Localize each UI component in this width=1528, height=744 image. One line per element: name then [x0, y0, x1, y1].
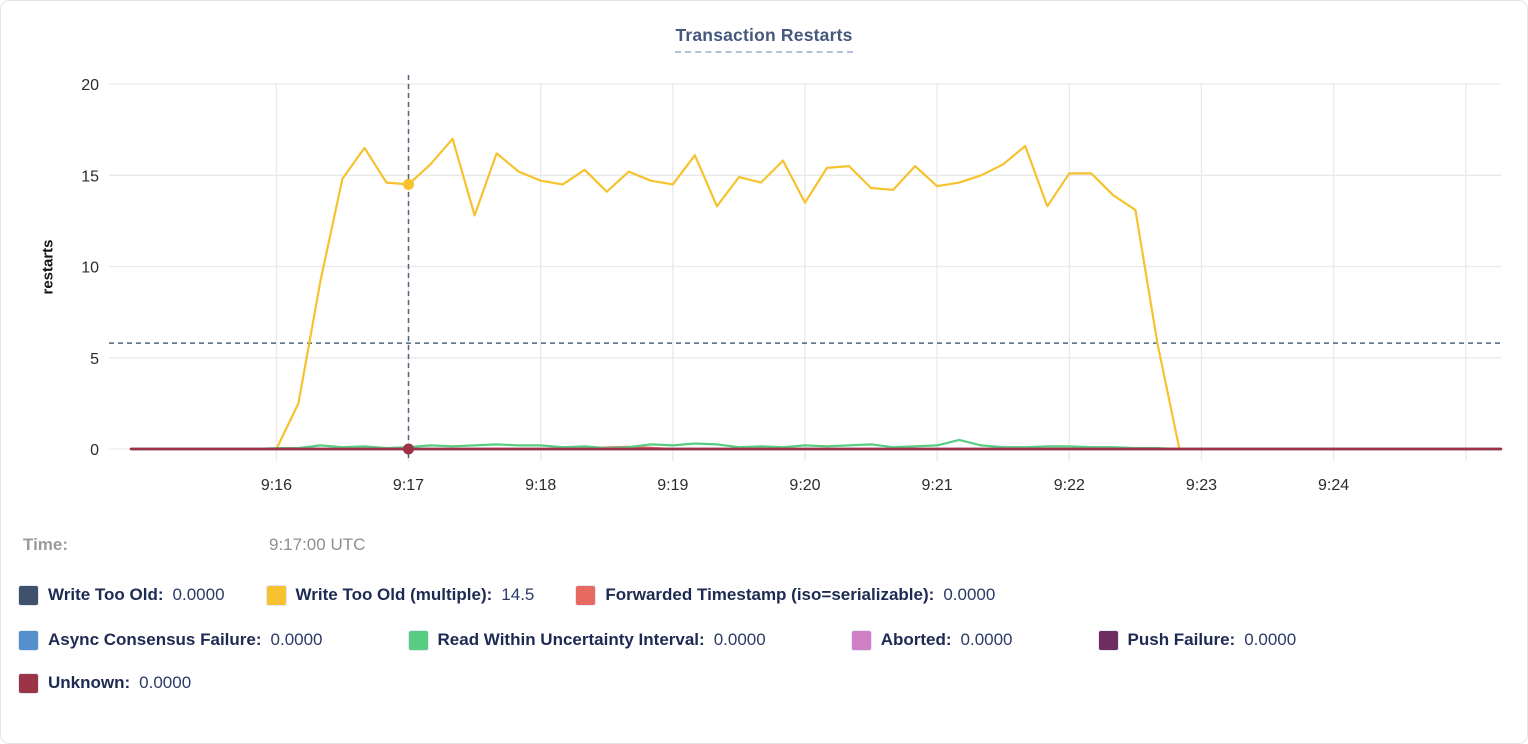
- x-tick-label: 9:24: [1318, 477, 1349, 494]
- y-tick-label: 5: [90, 351, 99, 368]
- series-line-read-within-uncertainty-interval: [129, 438, 1503, 451]
- legend-label: Forwarded Timestamp (iso=serializable):: [605, 585, 935, 604]
- legend-item-push-failure[interactable]: Push Failure: 0.0000: [1098, 630, 1297, 650]
- y-tick-label: 20: [81, 77, 99, 94]
- time-label: Time:: [23, 535, 69, 554]
- legend-row-1: Write Too Old: 0.0000 Write Too Old (multi…: [19, 585, 1517, 605]
- time-value: 9:17:00 UTC: [269, 535, 366, 554]
- legend-swatch: [266, 585, 286, 605]
- x-tick-label: 9:21: [922, 477, 953, 494]
- x-tick-label: 9:17: [393, 477, 424, 494]
- legend-swatch: [851, 630, 871, 650]
- legend-label: Async Consensus Failure:: [48, 630, 262, 649]
- legend-label: Unknown:: [48, 673, 131, 692]
- legend-value: 0.0000: [139, 673, 192, 692]
- x-tick-label: 9:22: [1054, 477, 1085, 494]
- legend-item-unknown[interactable]: Unknown: 0.0000: [19, 673, 191, 693]
- y-tick-label: 0: [90, 442, 99, 459]
- legend-item-async-consensus-failure[interactable]: Async Consensus Failure: 0.0000: [19, 630, 323, 650]
- hover-time-row: Time: 9:17:00 UTC: [23, 535, 365, 555]
- legend-row-3: Unknown: 0.0000: [19, 673, 1517, 693]
- legend-value: 0.0000: [172, 585, 225, 604]
- legend-label: Aborted:: [880, 630, 952, 649]
- legend-value: 0.0000: [270, 630, 323, 649]
- legend-label: Write Too Old:: [48, 585, 164, 604]
- y-tick-label: 15: [81, 168, 99, 185]
- x-tick-label: 9:16: [261, 477, 292, 494]
- legend-item-forwarded-timestamp-iso-serializable[interactable]: Forwarded Timestamp (iso=serializable): 0…: [576, 585, 995, 605]
- legend-item-read-within-uncertainty-interval[interactable]: Read Within Uncertainty Interval: 0.0000: [408, 630, 766, 650]
- legend-item-write-too-old-multiple[interactable]: Write Too Old (multiple): 14.5: [266, 585, 535, 605]
- x-tick-label: 9:19: [657, 477, 688, 494]
- legend-value: 0.0000: [713, 630, 766, 649]
- legend-item-aborted[interactable]: Aborted: 0.0000: [851, 630, 1013, 650]
- legend-swatch: [1098, 630, 1118, 650]
- legend-row-2: Async Consensus Failure: 0.0000 Read Withi…: [19, 630, 1517, 650]
- legend-value: 0.0000: [960, 630, 1013, 649]
- legend-swatch: [576, 585, 596, 605]
- legend-label: Read Within Uncertainty Interval:: [437, 630, 705, 649]
- hover-marker-unknown: [403, 443, 414, 455]
- legend-swatch: [19, 585, 38, 605]
- legend-swatch: [408, 630, 428, 650]
- x-tick-label: 9:23: [1186, 477, 1217, 494]
- legend-value: 0.0000: [1244, 630, 1297, 649]
- x-tick-label: 9:20: [789, 477, 820, 494]
- legend-swatch: [19, 673, 38, 693]
- transaction-restarts-chart[interactable]: 0 5 10 15 20 9:16 9:17 9:18 9:19 9:20 9:21 9:22 9:23…: [1, 1, 1528, 506]
- legend-item-write-too-old[interactable]: Write Too Old: 0.0000: [19, 585, 225, 605]
- series-line-write-too-old-multiple-: [129, 137, 1503, 451]
- y-tick-label: 10: [81, 260, 99, 277]
- legend-label: Write Too Old (multiple):: [295, 585, 493, 604]
- x-tick-label: 9:18: [525, 477, 556, 494]
- legend-label: Push Failure:: [1127, 630, 1236, 649]
- hover-marker-write-too-old-multiple-: [403, 178, 414, 190]
- legend-value: 0.0000: [943, 585, 996, 604]
- legend-value: 14.5: [501, 585, 535, 604]
- legend-swatch: [19, 630, 38, 650]
